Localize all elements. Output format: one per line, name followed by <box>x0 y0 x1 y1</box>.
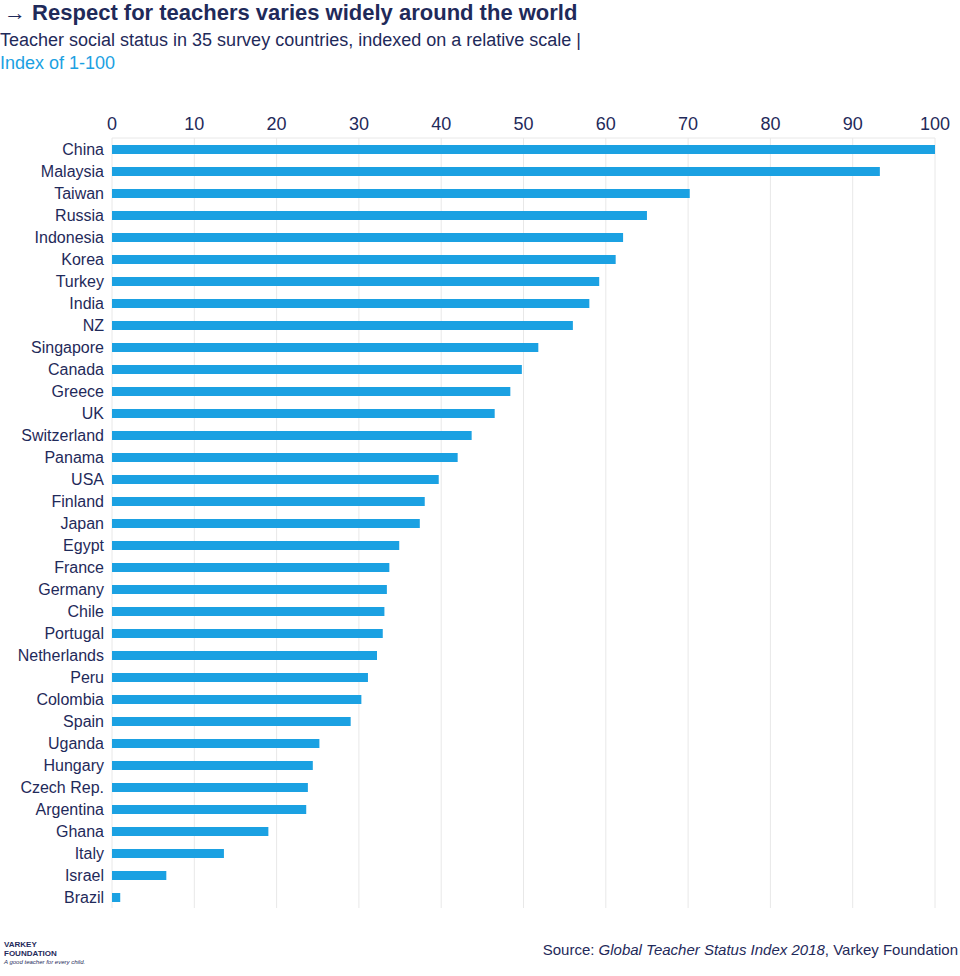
svg-text:0: 0 <box>107 114 117 134</box>
svg-text:Indonesia: Indonesia <box>35 229 104 246</box>
svg-text:Portugal: Portugal <box>44 625 104 642</box>
svg-text:Malaysia: Malaysia <box>41 163 104 180</box>
svg-text:India: India <box>69 295 104 312</box>
svg-text:NZ: NZ <box>83 317 105 334</box>
svg-text:Egypt: Egypt <box>63 537 104 554</box>
svg-text:Hungary: Hungary <box>44 757 104 774</box>
html-text:FOUNDATION: FOUNDATION <box>4 949 57 958</box>
svg-text:20: 20 <box>267 114 287 134</box>
svg-text:China: China <box>62 141 104 158</box>
html-text:Teacher social status in 35 su: Teacher social status in 35 survey count… <box>0 30 581 50</box>
svg-text:Panama: Panama <box>44 449 104 466</box>
svg-text:Argentina: Argentina <box>36 801 105 818</box>
svg-text:30: 30 <box>349 114 369 134</box>
svg-text:France: France <box>54 559 104 576</box>
html-text:Index of 1-100: Index of 1-100 <box>0 53 116 73</box>
svg-text:Israel: Israel <box>65 867 104 884</box>
svg-text:Colombia: Colombia <box>36 691 104 708</box>
svg-text:Switzerland: Switzerland <box>21 427 104 444</box>
svg-text:Taiwan: Taiwan <box>54 185 104 202</box>
svg-text:Finland: Finland <box>52 493 104 510</box>
svg-text:Greece: Greece <box>52 383 105 400</box>
html-text:A good teacher for every child: A good teacher for every child. <box>4 959 86 965</box>
svg-text:Canada: Canada <box>48 361 104 378</box>
html-text:VARKEY: VARKEY <box>4 940 37 949</box>
svg-text:Turkey: Turkey <box>56 273 104 290</box>
svg-text:Chile: Chile <box>68 603 105 620</box>
svg-text:80: 80 <box>760 114 780 134</box>
svg-text:USA: USA <box>71 471 104 488</box>
svg-text:Singapore: Singapore <box>31 339 104 356</box>
svg-text:Germany: Germany <box>38 581 104 598</box>
svg-text:Korea: Korea <box>61 251 104 268</box>
svg-text:Brazil: Brazil <box>64 889 104 906</box>
svg-text:40: 40 <box>431 114 451 134</box>
svg-text:Czech Rep.: Czech Rep. <box>20 779 104 796</box>
svg-text:Uganda: Uganda <box>48 735 104 752</box>
html-text:Source: Global Teacher Status: Source: Global Teacher Status Index 2018… <box>542 941 958 958</box>
svg-text:Peru: Peru <box>70 669 104 686</box>
svg-text:Japan: Japan <box>60 515 104 532</box>
svg-text:Netherlands: Netherlands <box>18 647 104 664</box>
svg-text:50: 50 <box>513 114 533 134</box>
svg-text:90: 90 <box>843 114 863 134</box>
html-text:→ Respect for teachers varies: → Respect for teachers varies widely aro… <box>4 0 578 25</box>
svg-text:70: 70 <box>678 114 698 134</box>
svg-text:UK: UK <box>82 405 105 422</box>
svg-text:Ghana: Ghana <box>56 823 104 840</box>
svg-text:60: 60 <box>596 114 616 134</box>
svg-text:Russia: Russia <box>55 207 104 224</box>
svg-text:100: 100 <box>920 114 950 134</box>
svg-text:Italy: Italy <box>75 845 104 862</box>
svg-text:Spain: Spain <box>63 713 104 730</box>
svg-text:10: 10 <box>184 114 204 134</box>
